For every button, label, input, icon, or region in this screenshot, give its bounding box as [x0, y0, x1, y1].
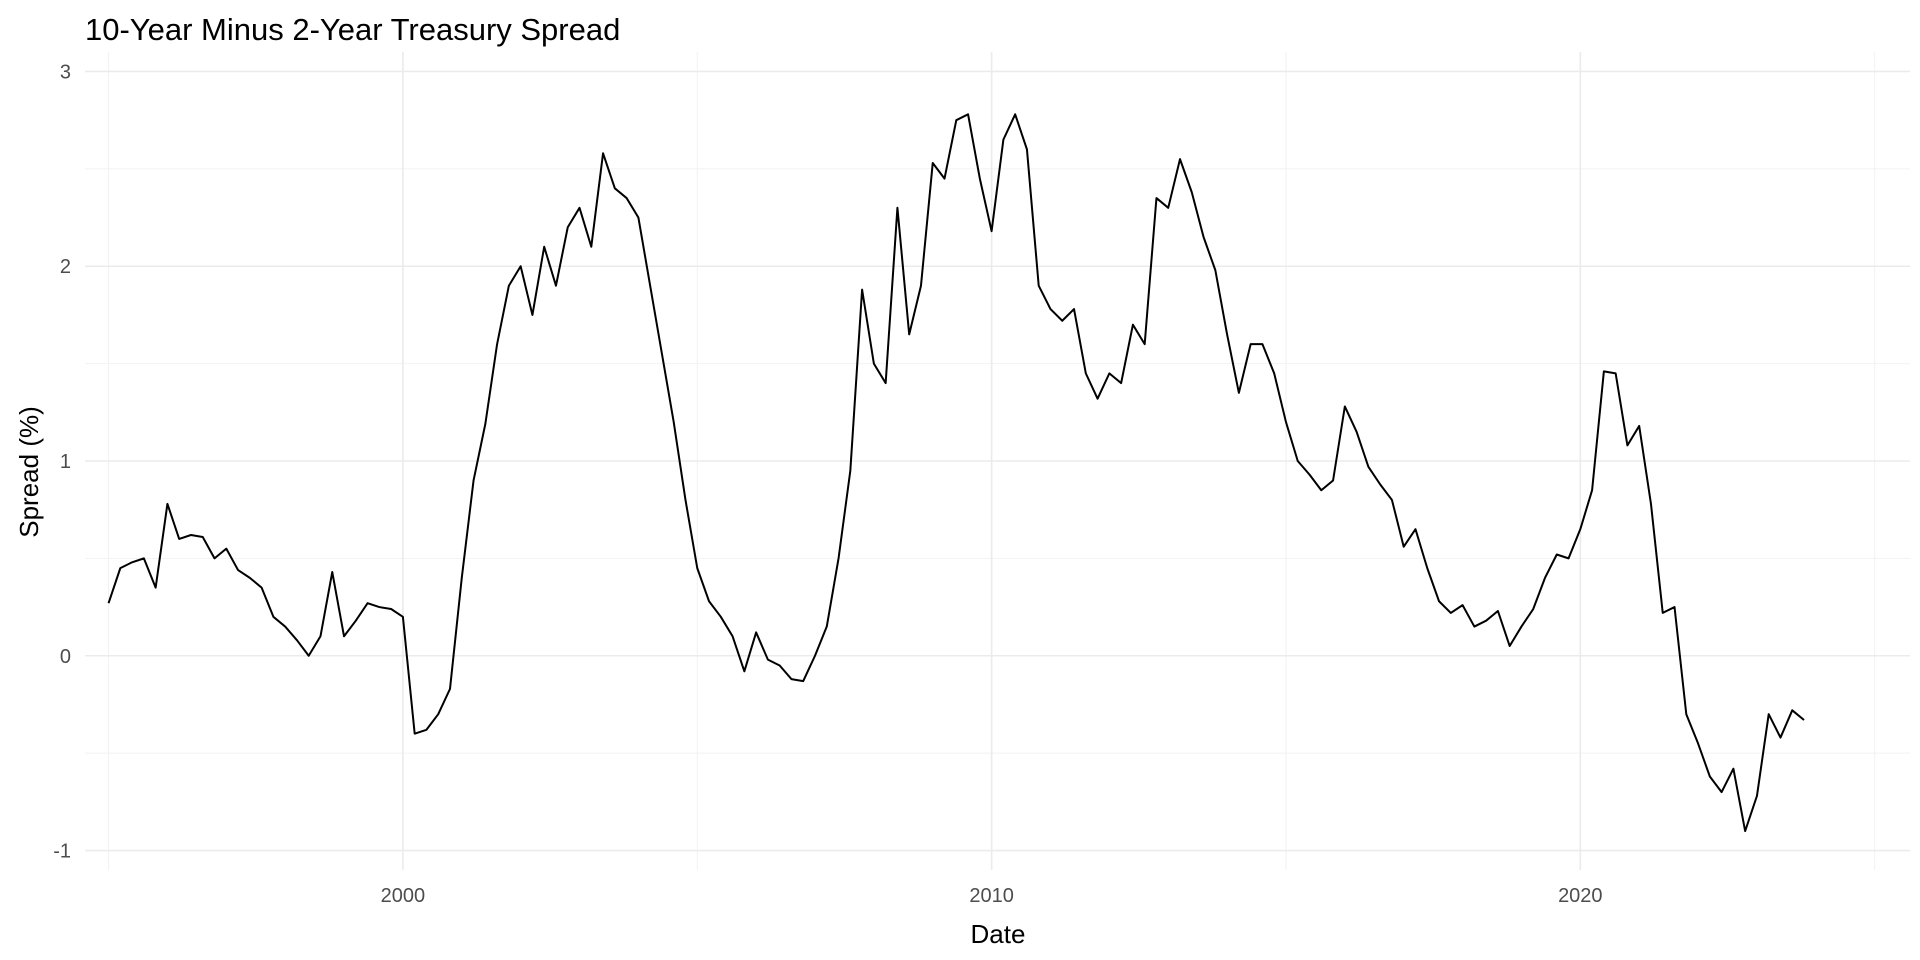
- y-axis-ticks: -1 0 1 2 3: [53, 61, 71, 862]
- series-layer: [107, 113, 1805, 833]
- x-tick-label: 2000: [381, 885, 426, 907]
- grid: [85, 52, 1910, 870]
- y-tick-label: 3: [60, 61, 71, 83]
- x-tick-label: 2010: [969, 885, 1014, 907]
- y-tick-label: 2: [60, 256, 71, 278]
- x-tick-label: 2020: [1558, 885, 1603, 907]
- chart-title: 10-Year Minus 2-Year Treasury Spread: [85, 12, 620, 47]
- y-axis-title: Spread (%): [14, 406, 44, 538]
- series-line: [107, 113, 1805, 833]
- x-axis-title: Date: [971, 919, 1026, 949]
- y-tick-label: 0: [60, 646, 71, 668]
- x-axis-ticks: 2000 2010 2020: [381, 885, 1603, 907]
- y-tick-label: 1: [60, 451, 71, 473]
- y-tick-label: -1: [53, 841, 71, 863]
